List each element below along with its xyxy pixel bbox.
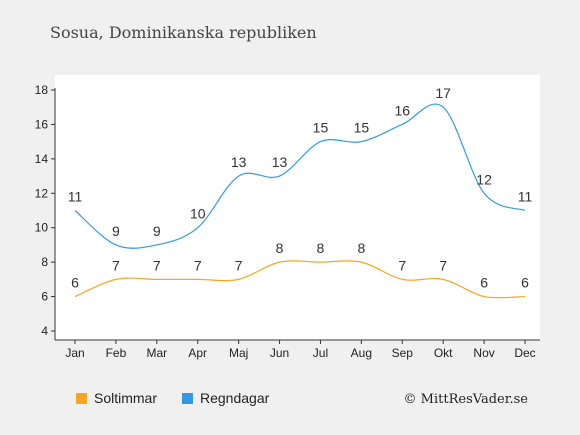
data-label: 12 — [476, 171, 492, 187]
data-label: 13 — [231, 154, 247, 170]
data-label: 9 — [153, 223, 161, 239]
y-tick-label: 4 — [41, 324, 48, 338]
x-tick-label: Sep — [392, 346, 414, 360]
legend-swatch-regndagar — [182, 393, 193, 404]
x-tick-label: Jan — [65, 346, 84, 360]
data-label: 10 — [190, 206, 206, 222]
data-label: 16 — [394, 102, 410, 118]
data-label: 9 — [112, 223, 120, 239]
y-tick-label: 8 — [41, 255, 48, 269]
plot-area — [55, 75, 540, 340]
y-tick-label: 10 — [35, 221, 49, 235]
x-tick-label: Maj — [229, 346, 248, 360]
data-label: 13 — [272, 154, 288, 170]
data-label: 15 — [354, 120, 370, 136]
data-label: 6 — [521, 275, 529, 291]
y-axis-ticks: 4 6 8 10 12 14 16 18 — [35, 83, 55, 338]
y-tick-label: 6 — [41, 290, 48, 304]
x-tick-label: Aug — [351, 346, 372, 360]
x-tick-label: Dec — [514, 346, 535, 360]
y-tick-label: 18 — [35, 83, 49, 97]
data-label: 8 — [276, 240, 284, 256]
data-label: 7 — [439, 257, 447, 273]
x-tick-label: Jul — [313, 346, 328, 360]
data-label: 11 — [68, 189, 83, 205]
series-lines — [74, 103, 526, 299]
data-label: 7 — [112, 257, 120, 273]
data-label: 17 — [435, 85, 451, 101]
data-label: 6 — [71, 275, 79, 291]
x-tick-label: Apr — [188, 346, 207, 360]
y-tick-label: 16 — [35, 117, 49, 131]
data-label: 7 — [235, 257, 243, 273]
data-label: 15 — [313, 120, 329, 136]
data-label: 6 — [480, 275, 488, 291]
legend-label-regndagar: Regndagar — [200, 390, 270, 406]
y-tick-label: 14 — [35, 152, 49, 166]
x-tick-label: Jun — [270, 346, 289, 360]
data-label: 8 — [317, 240, 325, 256]
data-label: 7 — [398, 257, 406, 273]
data-label: 8 — [357, 240, 365, 256]
legend-label-soltimmar: Soltimmar — [94, 390, 157, 406]
credit-text: © MittResVader.se — [404, 392, 529, 407]
x-axis-ticks: Jan Feb Mar Apr Maj Jun Jul Aug Sep Okt Nov Dec — [65, 340, 536, 360]
x-tick-label: Nov — [473, 346, 494, 360]
data-labels: 6 7 7 7 7 8 8 8 7 7 6 6 11 9 9 10 13 13 15 15 16 17 12 11 — [68, 85, 533, 290]
x-tick-label: Feb — [106, 346, 127, 360]
y-tick-label: 12 — [35, 186, 49, 200]
data-label: 7 — [153, 257, 161, 273]
series-line-regndagar — [74, 103, 526, 249]
x-tick-label: Mar — [146, 346, 167, 360]
x-tick-label: Okt — [434, 346, 453, 360]
data-label: 11 — [518, 189, 533, 205]
series-line-soltimmar — [74, 260, 526, 299]
chart-title: Sosua, Dominikanska republiken — [50, 23, 317, 42]
legend-swatch-soltimmar — [76, 393, 87, 404]
data-label: 7 — [194, 257, 202, 273]
